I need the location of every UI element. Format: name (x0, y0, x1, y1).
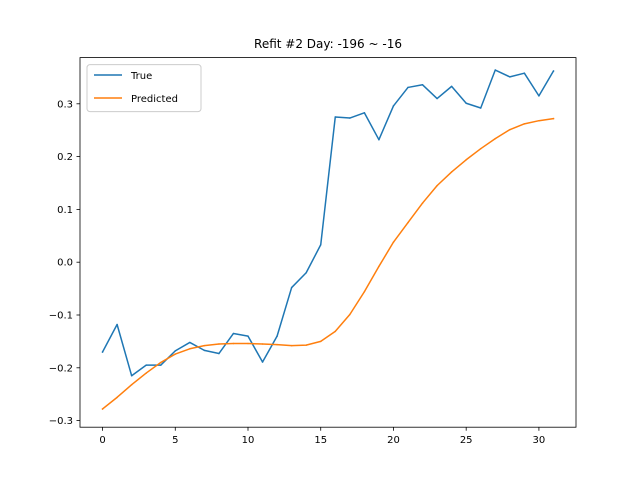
y-tick-label: −0.1 (49, 311, 73, 322)
data-point-predicted (276, 343, 278, 346)
data-point-true (407, 86, 409, 89)
data-point-predicted (159, 361, 162, 364)
series-layer (101, 69, 555, 411)
data-point-predicted (450, 171, 453, 173)
data-point-predicted (305, 344, 307, 346)
data-point-true (538, 95, 540, 97)
x-tick-label: 25 (460, 435, 473, 446)
data-point-true (203, 349, 206, 352)
legend-true-label: True (130, 71, 152, 82)
x-tick-label: 5 (172, 435, 178, 446)
data-point-true (174, 350, 177, 352)
data-point-true (349, 117, 351, 119)
y-axis-ticks: −0.3 −0.2 −0.1 0.0 0.1 0.2 0.3 (49, 99, 80, 427)
data-point-true (479, 107, 482, 109)
data-point-true (436, 97, 438, 100)
data-point-predicted (523, 123, 526, 125)
data-point-true (290, 286, 293, 289)
y-tick-label: 0.2 (57, 152, 73, 163)
series-line-true (101, 69, 555, 377)
data-point-true (509, 76, 511, 78)
data-point-predicted (436, 184, 438, 187)
x-tick-label: 30 (533, 435, 546, 446)
data-point-predicted (552, 117, 555, 120)
data-point-predicted (319, 340, 322, 343)
data-point-true (523, 72, 526, 74)
data-point-predicted (407, 221, 409, 224)
data-point-true (130, 374, 133, 377)
data-point-predicted (130, 383, 133, 386)
plot-area-frame (79, 57, 577, 428)
data-point-predicted (232, 342, 235, 345)
y-tick-label: 0.3 (57, 99, 73, 110)
data-point-predicted (494, 137, 497, 140)
data-point-predicted (145, 372, 147, 374)
data-point-true (392, 105, 395, 107)
data-point-true (465, 102, 467, 105)
data-point-predicted (421, 202, 424, 204)
legend-predicted-label: Predicted (131, 94, 178, 105)
x-axis-ticks: 0 5 10 15 20 25 30 (99, 427, 545, 446)
data-point-true (363, 112, 366, 114)
data-point-true (189, 341, 191, 344)
data-point-predicted (538, 119, 540, 122)
data-point-true (101, 351, 104, 353)
y-tick-label: 0.0 (57, 258, 73, 269)
x-tick-label: 0 (99, 435, 105, 446)
data-point-true (159, 364, 162, 366)
data-point-true (247, 335, 249, 337)
data-point-true (145, 364, 147, 366)
chart-title: Refit #2 Day: -196 ~ -16 (254, 37, 402, 51)
x-tick-label: 10 (242, 435, 255, 446)
y-tick-label: 0.1 (57, 205, 73, 216)
data-point-true (450, 85, 453, 88)
data-point-predicted (116, 396, 118, 399)
data-point-predicted (509, 128, 511, 131)
data-point-true (232, 332, 235, 335)
y-tick-label: −0.2 (49, 363, 73, 374)
data-point-predicted (261, 343, 264, 345)
data-point-predicted (101, 408, 104, 410)
data-point-true (218, 352, 220, 355)
data-point-predicted (349, 313, 351, 316)
data-point-predicted (378, 265, 380, 268)
series-line-predicted (101, 117, 555, 411)
data-point-true (334, 116, 337, 118)
data-point-true (378, 138, 380, 141)
data-point-predicted (203, 344, 206, 347)
data-point-predicted (218, 343, 220, 345)
x-tick-label: 15 (314, 435, 327, 446)
data-point-predicted (392, 241, 395, 243)
data-point-predicted (479, 147, 482, 150)
data-point-true (319, 244, 322, 246)
y-tick-label: −0.3 (49, 416, 73, 427)
data-point-predicted (363, 291, 366, 293)
data-point-predicted (189, 348, 191, 350)
data-point-true (261, 361, 264, 363)
data-point-predicted (465, 159, 467, 161)
legend-box (86, 64, 202, 113)
x-tick-label: 20 (387, 435, 400, 446)
data-point-predicted (290, 344, 293, 347)
data-point-true (116, 323, 118, 326)
data-point-true (552, 70, 555, 72)
data-point-predicted (334, 330, 337, 333)
legend: True Predicted (86, 64, 202, 113)
data-point-true (276, 335, 278, 337)
data-point-true (421, 84, 424, 86)
data-point-true (305, 272, 307, 274)
data-point-predicted (247, 342, 249, 345)
data-point-predicted (174, 353, 177, 355)
data-point-true (494, 69, 497, 71)
